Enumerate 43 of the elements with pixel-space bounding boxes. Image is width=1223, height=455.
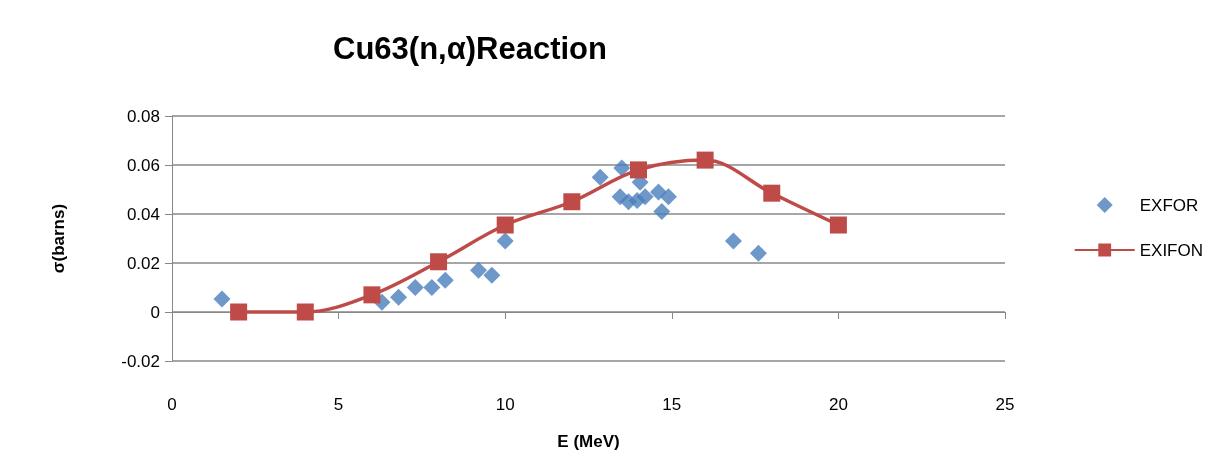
point [649, 183, 667, 201]
point [430, 253, 448, 271]
y-tick-label: 0.08 [126, 106, 160, 126]
x-tick-label: 0 [167, 395, 177, 414]
y-tick-label: 0.06 [126, 155, 160, 175]
x-tick-label: 25 [995, 395, 1015, 414]
point [659, 188, 677, 206]
point [591, 168, 609, 186]
x-tick-label: 15 [662, 395, 682, 414]
y-tick-label: 0.04 [126, 204, 160, 224]
point [653, 203, 671, 221]
y-tick-label: 0 [150, 302, 160, 322]
point [406, 279, 424, 296]
y-axis-title: σ(barns) [49, 203, 68, 274]
x-axis-title: E (MeV) [557, 432, 620, 451]
point [390, 288, 408, 306]
point [829, 216, 847, 234]
point [496, 232, 514, 250]
x-tick-label: 5 [333, 395, 344, 414]
point [213, 290, 231, 308]
point [636, 188, 654, 206]
x-tick-label: 10 [495, 395, 515, 414]
point [749, 244, 767, 262]
y-tick-label: 0.02 [126, 253, 160, 273]
point [483, 266, 501, 284]
point [470, 261, 488, 279]
point [296, 303, 314, 321]
point [724, 232, 742, 250]
point [496, 216, 514, 234]
point [629, 161, 647, 179]
point [230, 303, 248, 321]
x-tick-label: 20 [828, 395, 848, 414]
point [563, 193, 581, 211]
point [613, 159, 631, 177]
point [696, 151, 714, 169]
point [423, 279, 441, 296]
point [363, 286, 381, 304]
y-tick-label: -0.02 [121, 351, 160, 371]
chart-title: Cu63(n,α)Reaction [333, 31, 607, 66]
legend-label: EXFOR [1139, 195, 1199, 215]
legend-label: EXIFON [1139, 240, 1204, 260]
point [436, 271, 454, 289]
point [763, 184, 781, 202]
